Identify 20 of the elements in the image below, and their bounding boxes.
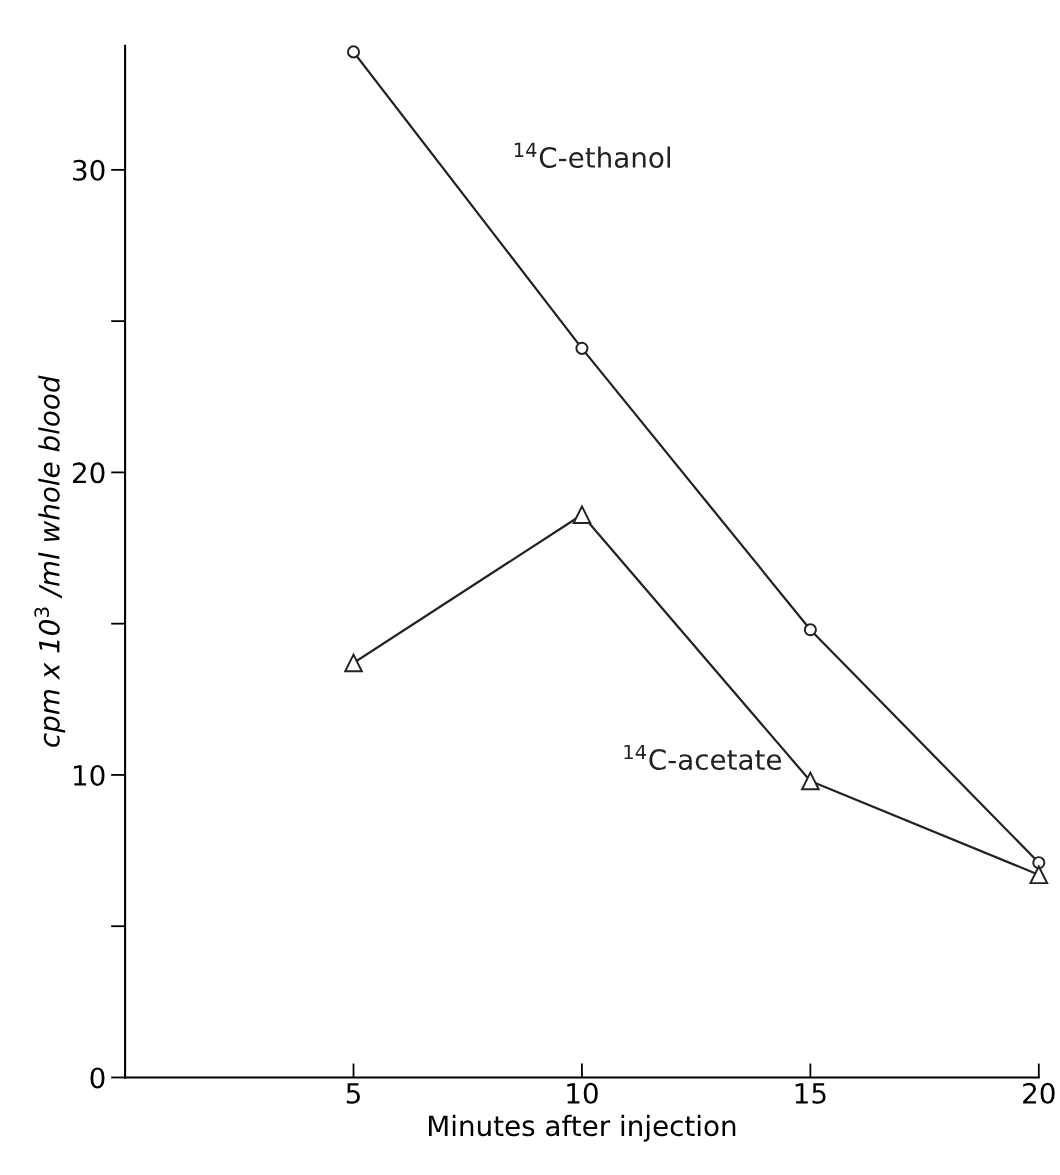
point [346,45,361,59]
y-axis-title: cpm x 10$^{3}$ /ml whole blood [34,375,66,747]
y-tick-label: 30 [73,159,105,181]
y-tick-label: 10 [74,764,105,786]
x-tick-label: 15 [795,1083,826,1104]
y-tick-label: 0 [90,1067,105,1089]
x-tick-label: 10 [567,1082,598,1104]
x-axis-title: Minutes after injection [429,1114,736,1142]
point [572,505,592,525]
x-tick-label: 20 [1023,1082,1055,1104]
point [1032,856,1046,870]
series-label: $^{14}$C-acetate [624,744,782,771]
point [1029,865,1049,885]
point [801,771,820,791]
x-tick-label: 5 [346,1083,360,1104]
text: $^{14}$C-ethanol [514,142,670,169]
point [803,623,817,637]
point [344,653,363,673]
point [575,341,589,355]
y-tick-label: 20 [73,462,105,484]
